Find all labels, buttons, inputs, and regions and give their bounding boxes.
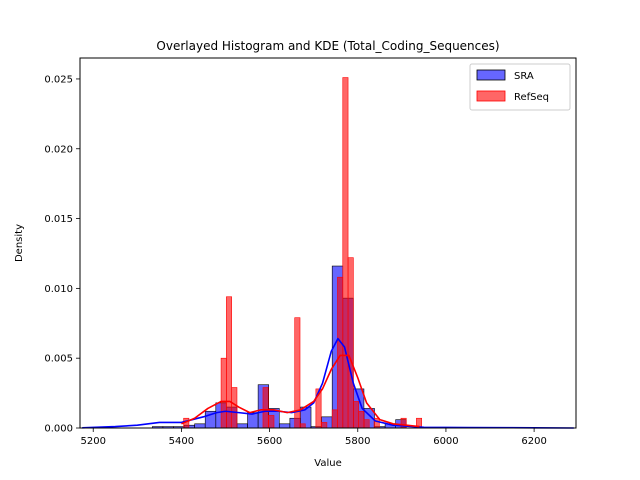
x-tick-label-2: 5600: [257, 436, 282, 447]
plot-frame: [79, 57, 577, 429]
x-tick-label-4: 6000: [433, 436, 458, 447]
histogram-bar-refseq-1: [220, 357, 227, 429]
y-tick-label-3: 0.015: [44, 214, 73, 225]
y-tick-label-5: 0.025: [44, 74, 73, 85]
histogram-bar-sra-12: [278, 423, 291, 429]
histogram-bar-refseq-12: [342, 77, 349, 429]
histogram-bar-refseq-9: [321, 422, 328, 429]
histogram-bar-refseq-13: [347, 257, 354, 429]
histogram-bar-sra-4: [194, 423, 206, 429]
chart-title: Overlayed Histogram and KDE (Total_Codin…: [156, 39, 499, 53]
y-tick-label-2: 0.010: [44, 284, 73, 295]
x-axis-ticks: 5200 5400 5600 5800 6000 6200: [81, 428, 547, 447]
y-axis-ticks: 0.000 0.005 0.010 0.015 0.020 0.025: [44, 74, 80, 435]
legend-label-refseq: RefSeq: [514, 92, 549, 103]
y-tick-label-4: 0.020: [44, 144, 73, 155]
kde-curves: [82, 337, 574, 429]
y-tick-label-1: 0.005: [44, 354, 73, 365]
legend-swatch-sra: [476, 69, 506, 81]
legend: SRA RefSeq: [469, 63, 571, 111]
histogram-bar-refseq-15: [358, 410, 365, 429]
histogram-bar-refseq-4: [262, 387, 269, 429]
legend-label-sra: SRA: [514, 71, 534, 82]
y-tick-label-0: 0.000: [44, 424, 73, 435]
histogram-bar-refseq-16: [363, 419, 370, 429]
histogram-bar-refseq-3: [231, 387, 238, 429]
histogram-bar-refseq-10: [331, 409, 338, 429]
x-tick-label-3: 5800: [345, 436, 370, 447]
legend-swatch-refseq: [476, 90, 506, 102]
histogram-bar-refseq-5: [268, 415, 275, 429]
histogram-bar-refseq-14: [353, 401, 359, 429]
histogram-bar-sra-9: [247, 412, 259, 429]
histogram-bar-refseq-11: [337, 276, 344, 429]
y-axis-label: Density: [14, 224, 25, 262]
histogram-bar-refseq-2: [226, 296, 232, 429]
x-tick-label-5: 6200: [521, 436, 546, 447]
histogram-bar-sra-8: [236, 423, 248, 429]
histogram-bar-refseq-7: [299, 423, 306, 429]
x-tick-label-0: 5200: [81, 436, 106, 447]
kde-line-refseq: [181, 354, 420, 428]
x-axis-label: Value: [314, 458, 341, 469]
x-tick-label-1: 5400: [169, 436, 194, 447]
